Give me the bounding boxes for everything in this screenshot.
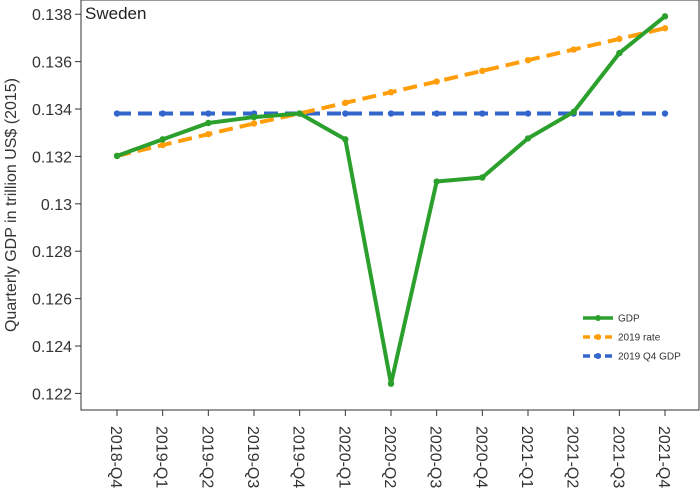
data-point [433,110,440,117]
data-point [479,67,486,75]
x-tick-label: 2018-Q4 [107,426,124,488]
data-point [524,56,532,64]
data-point [661,110,669,117]
data-point [524,135,532,142]
data-point [250,120,258,127]
series-2019-rate [113,25,669,160]
y-tick-label: 0.136 [32,55,72,72]
data-point [387,110,395,117]
data-point [159,136,166,143]
chart-title: Sweden [85,4,146,23]
data-point [113,110,121,117]
data-point [479,174,486,181]
y-tick-label: 0.138 [32,7,72,24]
x-tick-label: 2020-Q4 [472,426,489,488]
series-line [116,14,667,386]
data-point [250,113,258,121]
x-tick-label: 2019-Q4 [290,426,307,488]
x-tick-label: 2021-Q4 [655,426,672,488]
y-tick-label: 0.134 [32,102,72,119]
x-tick-label: 2020-Q2 [381,426,398,488]
x-tick-label: 2021-Q2 [564,426,581,488]
data-point [387,88,395,96]
data-point [661,13,669,20]
legend: GDP 2019 rate 2019 Q4 GDP [583,314,681,363]
data-point [205,110,212,117]
x-tick-label: 2019-Q1 [153,426,170,488]
x-tick-label: 2020-Q1 [335,426,352,488]
legend-marker [595,315,601,321]
legend-label: GDP [618,314,640,325]
data-point [205,130,212,138]
series-layer [113,13,669,387]
data-point [387,380,395,387]
data-point [570,46,577,53]
data-point [205,119,212,127]
x-tick-label: 2019-Q2 [198,426,215,488]
series-2019-q4-gdp [113,110,669,117]
x-axis: 2018-Q4 2019-Q1 2019-Q2 2019-Q3 2019-Q4 2020-… [107,410,672,488]
data-point [342,110,349,117]
data-point [616,110,623,117]
x-tick-label: 2021-Q3 [609,426,626,488]
data-point [433,178,440,185]
y-tick-label: 0.126 [32,292,72,309]
legend-marker [595,334,601,340]
y-tick-label: 0.124 [32,339,72,356]
x-tick-label: 2021-Q1 [518,426,535,488]
y-axis: 0.122 0.124 0.126 0.128 0.13 0.132 0.134 0.136 0… [32,7,81,403]
data-point [616,35,623,43]
series-gdp [113,13,669,387]
y-tick-label: 0.132 [32,149,72,166]
legend-label: 2019 rate [618,333,661,344]
data-point [296,110,303,117]
data-point [113,152,121,160]
plot-frame [80,0,700,411]
data-point [570,108,577,116]
data-point [479,110,486,117]
legend-item: 2019 Q4 GDP [583,352,681,363]
legend-label: 2019 Q4 GDP [618,352,681,363]
data-point [159,110,166,117]
legend-item: 2019 rate [583,333,661,344]
legend-marker [595,353,601,359]
data-point [342,99,349,107]
data-point [616,49,623,57]
x-tick-label: 2019-Q3 [244,426,261,488]
data-point [342,136,349,143]
legend-item: GDP [583,314,640,325]
data-point [524,110,532,117]
y-tick-label: 0.13 [41,197,72,214]
y-axis-label: Quarterly GDP in trillion US$ (2015) [3,78,20,332]
data-point [159,141,166,149]
data-point [661,25,669,32]
y-tick-label: 0.128 [32,244,72,261]
y-tick-label: 0.122 [32,386,72,403]
x-tick-label: 2020-Q3 [427,426,444,488]
data-point [433,78,440,85]
